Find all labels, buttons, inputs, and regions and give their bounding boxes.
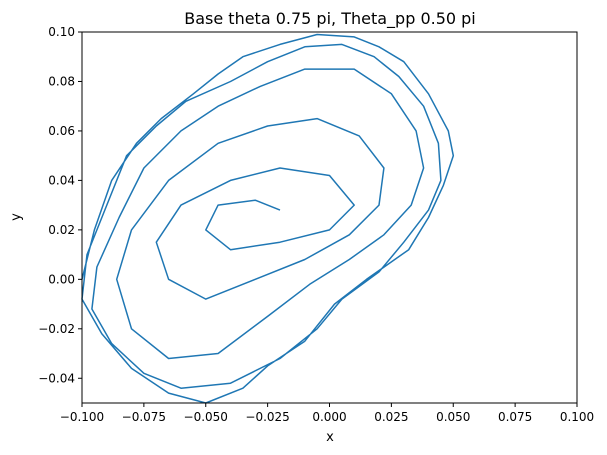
y-tick-label: −0.04 — [38, 371, 75, 385]
y-tick-label: 0.02 — [48, 223, 75, 237]
x-tick-label: 0.075 — [498, 410, 532, 424]
x-tick-label: 0.000 — [312, 410, 346, 424]
plot-background — [82, 32, 577, 403]
x-tick-label: 0.050 — [436, 410, 470, 424]
chart-title: Base theta 0.75 pi, Theta_pp 0.50 pi — [184, 9, 476, 29]
plot-area — [81, 31, 578, 404]
series-line-0 — [81, 33, 455, 404]
x-tick-label: 0.025 — [374, 410, 408, 424]
x-tick-label: −0.075 — [122, 410, 166, 424]
y-tick-label: 0.06 — [48, 124, 75, 138]
x-axis: −0.100 −0.075 −0.050 −0.025 0.000 0.025 0.050 0… — [60, 403, 594, 424]
x-tick-label: 0.100 — [560, 410, 594, 424]
x-tick-label: −0.050 — [184, 410, 228, 424]
x-axis-label: x — [326, 430, 334, 445]
y-tick-label: 0.04 — [48, 173, 75, 187]
y-axis-label: y — [9, 213, 24, 221]
y-tick-label: 0.10 — [48, 25, 75, 39]
series-layer — [81, 33, 455, 404]
y-axis: −0.04 −0.02 0.00 0.02 0.04 0.06 0.08 0.10 — [38, 25, 82, 385]
y-tick-label: 0.08 — [48, 74, 75, 88]
x-tick-label: −0.100 — [60, 410, 104, 424]
y-tick-label: 0.00 — [48, 272, 75, 286]
x-tick-label: −0.025 — [245, 410, 289, 424]
y-tick-label: −0.02 — [38, 322, 75, 336]
